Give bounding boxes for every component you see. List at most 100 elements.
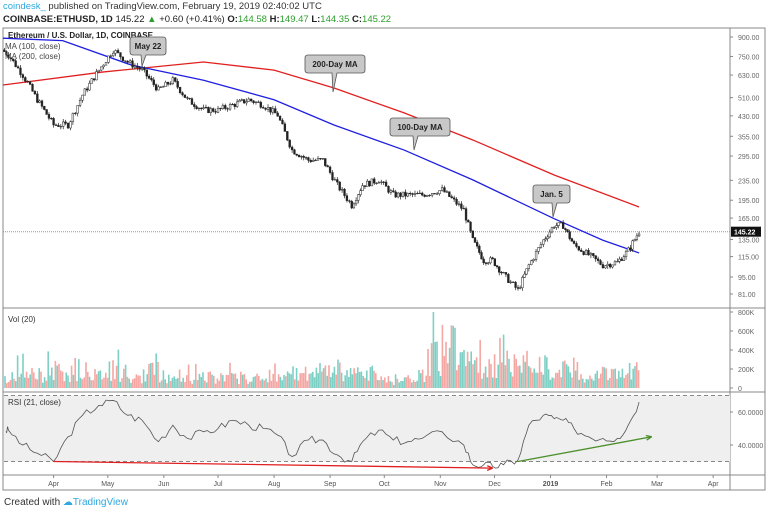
volume-bar	[123, 368, 125, 388]
candle	[312, 160, 315, 162]
volume-bar	[128, 378, 130, 388]
callout-label: May 22	[135, 42, 162, 51]
arrowhead-icon	[645, 434, 653, 441]
candle	[389, 190, 393, 193]
volume-bar	[92, 380, 94, 388]
volume-bar	[367, 380, 370, 388]
symbol-info: COINBASE:ETHUSD, 1D 145.22 ▲ +0.60 (+0.4…	[3, 14, 391, 25]
volume-bar	[585, 379, 588, 388]
candle	[606, 263, 609, 267]
tradingview-link[interactable]: TradingView	[72, 497, 128, 508]
price-tick-label: 165.00	[738, 216, 760, 223]
candle	[406, 192, 409, 197]
volume-bar	[159, 382, 161, 388]
candle	[95, 71, 98, 81]
candle	[242, 99, 246, 104]
candle	[266, 107, 270, 110]
candle	[69, 121, 72, 129]
volume-bar	[33, 372, 35, 388]
volume-bar	[87, 371, 89, 388]
candle	[200, 107, 203, 109]
candle	[252, 100, 255, 103]
volume-bar	[454, 327, 456, 388]
candle	[380, 181, 383, 183]
candle	[575, 243, 578, 247]
candle	[418, 192, 421, 194]
candle	[121, 56, 125, 61]
candle	[262, 107, 265, 109]
volume-bar	[513, 354, 516, 388]
volume-bar	[346, 370, 348, 388]
candle	[366, 180, 369, 187]
volume-bar	[97, 371, 100, 388]
volume-bar	[191, 383, 193, 388]
candle	[431, 193, 434, 196]
volume-bar	[88, 376, 91, 388]
volume-bar	[573, 357, 575, 388]
volume-bar	[198, 373, 201, 388]
candle	[257, 101, 260, 103]
high-value: 149.47	[279, 14, 309, 25]
volume-bar	[560, 377, 562, 388]
candle	[309, 160, 312, 162]
volume-bar	[423, 382, 426, 388]
volume-bar	[637, 370, 640, 388]
volume-bar	[349, 367, 352, 388]
candle	[107, 55, 110, 63]
candle	[171, 77, 175, 84]
low-value: 144.35	[320, 14, 350, 25]
candle	[552, 227, 556, 229]
rsi-tick-label: 60.0000	[738, 410, 763, 417]
candle	[297, 154, 301, 158]
candle	[126, 61, 129, 63]
rsi-trendline	[517, 436, 652, 463]
volume-bar	[634, 366, 636, 388]
candle	[326, 165, 329, 168]
candle	[504, 272, 508, 275]
candle	[119, 52, 122, 58]
volume-bar	[139, 375, 141, 388]
volume-bar	[141, 383, 143, 388]
volume-bar	[580, 374, 582, 388]
volume-bar	[6, 383, 8, 388]
volume-bar	[243, 374, 246, 388]
candle	[116, 50, 120, 53]
candle	[514, 282, 517, 288]
volume-bar	[281, 380, 283, 388]
volume-bar	[495, 378, 498, 388]
candle	[352, 203, 356, 209]
candle	[333, 179, 337, 181]
volume-bar	[42, 382, 44, 388]
volume-bar	[335, 374, 337, 388]
volume-bar	[58, 363, 60, 388]
volume-bar	[299, 373, 301, 388]
candle	[92, 78, 96, 81]
volume-bar	[166, 383, 168, 388]
volume-bar	[227, 374, 229, 388]
volume-bar	[137, 375, 139, 388]
candle	[473, 237, 477, 243]
candle	[557, 222, 560, 226]
time-tick-label: May	[101, 481, 115, 488]
volume-bar	[535, 372, 537, 388]
candle	[604, 265, 607, 269]
price-tick-label: 630.00	[738, 73, 760, 80]
volume-bar	[621, 368, 624, 388]
volume-bar	[430, 343, 433, 388]
candle	[601, 264, 605, 269]
candle	[440, 187, 444, 191]
volume-bar	[630, 379, 633, 388]
volume-bar	[483, 373, 485, 388]
volume-bar	[106, 377, 109, 388]
volume-bar	[268, 369, 271, 388]
volume-bar	[110, 380, 112, 388]
candle	[328, 166, 332, 173]
candle	[409, 192, 412, 195]
volume-bar	[457, 364, 460, 388]
candle	[421, 192, 424, 196]
volume-bar	[79, 377, 82, 388]
publisher-brand[interactable]: coindesk_	[3, 1, 46, 12]
volume-bar	[562, 361, 564, 388]
candle	[5, 51, 8, 56]
